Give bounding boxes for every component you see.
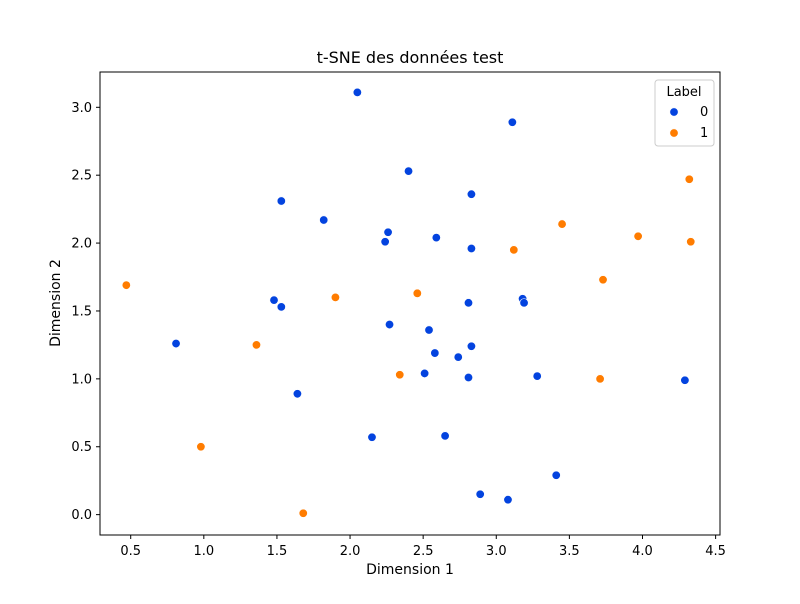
scatter-point-label-1	[298, 508, 308, 518]
scatter-point-label-0	[430, 348, 440, 358]
x-axis-label: Dimension 1	[366, 562, 454, 578]
legend-title: Label	[666, 85, 701, 100]
scatter-point-label-1	[330, 292, 340, 302]
scatter-point-label-0	[463, 298, 473, 308]
y-tick-label: 0.0	[71, 508, 92, 523]
scatter-point-label-0	[532, 371, 542, 381]
x-tick-label: 4.0	[632, 544, 653, 559]
points-layer	[121, 87, 696, 518]
scatter-point-label-0	[463, 372, 473, 382]
legend-label-1: 1	[700, 126, 708, 141]
scatter-point-label-0	[404, 166, 414, 176]
scatter-point-label-0	[507, 117, 517, 127]
scatter-point-label-0	[431, 233, 441, 243]
scatter-point-label-0	[319, 215, 329, 225]
scatter-point-label-0	[292, 389, 302, 399]
scatter-point-label-0	[385, 320, 395, 330]
legend-marker-1	[669, 128, 679, 138]
x-axis: 0.5 1.0 1.5 2.0 2.5 3.0 3.5 4.0 4.5	[120, 535, 726, 559]
scatter-point-label-0	[680, 375, 690, 385]
x-tick-label: 3.5	[559, 544, 580, 559]
scatter-point-label-1	[686, 237, 696, 247]
plot-frame	[99, 71, 721, 536]
scatter-point-label-0	[503, 495, 513, 505]
scatter-point-label-0	[276, 302, 286, 312]
scatter-point-label-0	[440, 431, 450, 441]
x-tick-label: 0.5	[120, 544, 141, 559]
scatter-point-label-0	[466, 244, 476, 254]
scatter-point-label-0	[269, 295, 279, 305]
scatter-point-label-1	[251, 340, 261, 350]
chart-title: t-SNE des données test	[317, 48, 504, 67]
x-tick-label: 1.5	[267, 544, 288, 559]
scatter-point-label-0	[466, 189, 476, 199]
scatter-point-label-1	[557, 219, 567, 229]
y-tick-label: 0.5	[71, 440, 92, 455]
scatter-point-label-1	[395, 370, 405, 380]
y-tick-label: 2.0	[71, 237, 92, 252]
scatter-point-label-1	[509, 245, 519, 255]
x-tick-label: 2.0	[340, 544, 361, 559]
scatter-point-label-0	[420, 368, 430, 378]
scatter-point-label-0	[171, 339, 181, 349]
y-axis: 0.0 0.5 1.0 1.5 2.0 2.5 3.0	[71, 101, 100, 523]
scatter-point-label-1	[121, 280, 131, 290]
scatter-point-label-0	[380, 237, 390, 247]
y-tick-label: 1.5	[71, 304, 92, 319]
scatter-point-label-0	[475, 489, 485, 499]
scatter-point-label-0	[453, 352, 463, 362]
y-axis-label: Dimension 2	[48, 259, 64, 347]
x-tick-label: 1.0	[193, 544, 214, 559]
y-tick-label: 1.0	[71, 372, 92, 387]
scatter-point-label-0	[466, 341, 476, 351]
scatter-point-label-0	[519, 298, 529, 308]
legend-label-0: 0	[700, 105, 708, 120]
scatter-point-label-1	[633, 231, 643, 241]
legend-marker-0	[669, 107, 679, 117]
scatter-point-label-0	[383, 227, 393, 237]
scatter-point-label-1	[595, 374, 605, 384]
legend-box	[654, 79, 715, 147]
x-tick-label: 3.0	[486, 544, 507, 559]
scatter-point-label-1	[196, 442, 206, 452]
scatter-point-label-1	[684, 174, 694, 184]
scatter-point-label-1	[412, 288, 422, 298]
scatter-point-label-0	[367, 432, 377, 442]
scatter-point-label-0	[424, 325, 434, 335]
x-tick-label: 4.5	[705, 544, 726, 559]
scatter-point-label-1	[598, 275, 608, 285]
scatter-point-label-0	[352, 87, 362, 97]
scatter-point-label-0	[551, 470, 561, 480]
scatter-point-label-0	[276, 196, 286, 206]
legend: Label 0 1	[654, 79, 715, 147]
y-tick-label: 3.0	[71, 101, 92, 116]
y-tick-label: 2.5	[71, 169, 92, 184]
x-tick-label: 2.5	[413, 544, 434, 559]
